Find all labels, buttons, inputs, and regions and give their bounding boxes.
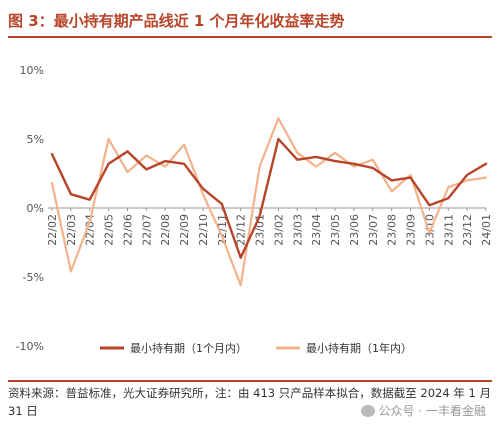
x-tick-label: 23/01 [254, 214, 267, 246]
series-line-1y [50, 117, 488, 287]
legend-label: 最小持有期（1个月内） [130, 341, 247, 355]
line-chart: 10% 5% 0% -5% -10% 22/02 22/03 22/04 22/05 22/06 2… [16, 64, 493, 355]
x-tick-label: 22/10 [197, 214, 210, 246]
watermark: 公众号 · 一丰看金融 [360, 402, 486, 419]
figure-header: 图 3：最小持有期产品线近 1 个月年化收益率走势 [8, 4, 492, 38]
title-divider [8, 36, 492, 38]
x-tick-label: 22/02 [46, 214, 59, 246]
wechat-icon [360, 404, 375, 417]
x-tick-label: 23/08 [386, 214, 399, 246]
x-tick-label: 23/12 [461, 214, 474, 246]
x-tick-label: 23/04 [310, 214, 323, 246]
x-tick-label: 22/07 [140, 214, 153, 246]
x-tick-label: 22/06 [121, 214, 134, 246]
x-tick-label: 23/11 [442, 214, 455, 246]
y-tick-label: 10% [20, 64, 44, 77]
x-tick-label: 22/11 [216, 214, 229, 246]
source-note: 资料来源：普益标准，光大证券研究所，注：由 413 只产品样本拟合，数据截至 2… [8, 386, 491, 418]
x-tick-label: 22/12 [235, 214, 248, 246]
x-tick-label: 22/03 [65, 214, 78, 246]
x-tick-label: 22/09 [178, 214, 191, 246]
x-tick-label: 23/02 [272, 214, 285, 246]
y-tick-label: -5% [23, 271, 44, 284]
series-line-1m [50, 137, 488, 259]
x-tick-label: 23/09 [405, 214, 418, 246]
y-tick-label: 0% [27, 202, 44, 215]
legend-label: 最小持有期（1年内） [306, 341, 412, 355]
x-tick-label: 23/06 [348, 214, 361, 246]
x-tick-label: 23/05 [329, 214, 342, 246]
x-tick-label: 22/08 [159, 214, 172, 246]
footer-divider [8, 380, 492, 382]
x-tick-label: 23/03 [291, 214, 304, 246]
x-tick-label: 22/05 [103, 214, 116, 246]
x-tick-label: 24/01 [480, 214, 493, 246]
x-tick-label: 22/04 [84, 214, 97, 246]
figure-title: 图 3：最小持有期产品线近 1 个月年化收益率走势 [8, 12, 345, 30]
watermark-text: 公众号 · 一丰看金融 [378, 404, 486, 418]
y-tick-label: 5% [27, 133, 44, 146]
x-tick-label: 23/07 [367, 214, 380, 246]
y-tick-label: -10% [16, 340, 44, 353]
